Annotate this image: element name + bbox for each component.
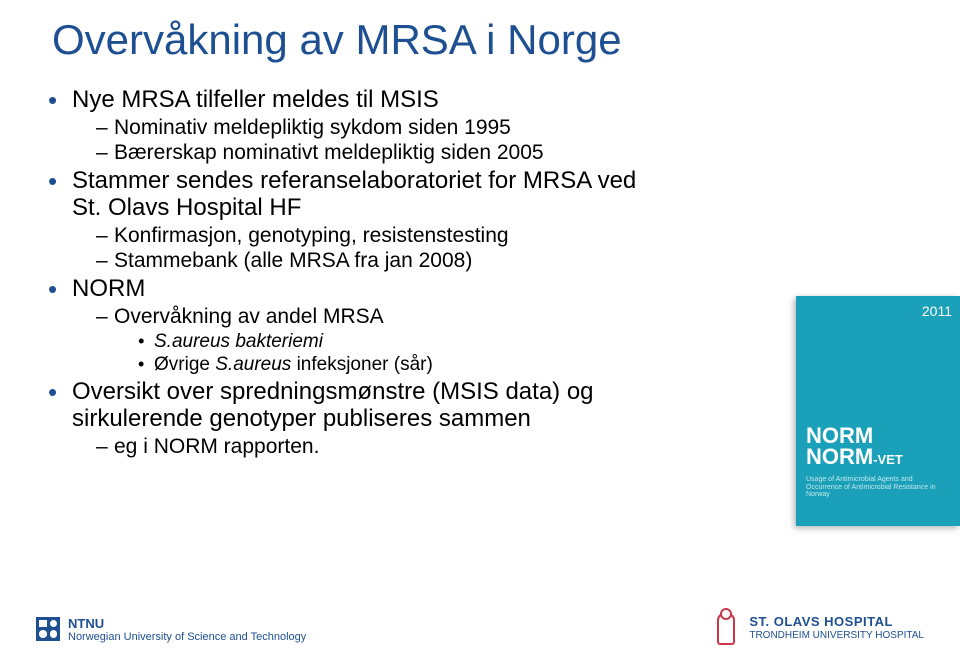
- norm-year: 2011: [922, 304, 952, 318]
- text-part: infeksjoner (sår): [291, 354, 433, 375]
- norm-vet: -VET: [873, 452, 903, 467]
- bullet-level2: Nominativ meldepliktig sykdom siden 1995: [96, 116, 648, 140]
- stolav-logo-text: ST. OLAVS HOSPITAL TRONDHEIM UNIVERSITY …: [749, 615, 924, 640]
- bullet-level2: eg i NORM rapporten.: [96, 435, 648, 459]
- bullet-level2: Bærerskap nominativt meldepliktig siden …: [96, 141, 648, 165]
- bullet-text: NORM: [72, 275, 145, 302]
- stolav-name: ST. OLAVS HOSPITAL: [749, 615, 924, 629]
- stolav-sub: TRONDHEIM UNIVERSITY HOSPITAL: [749, 630, 924, 641]
- norm-line2: NORM: [806, 444, 873, 469]
- bullet-text: Oversikt over spredningsmønstre (MSIS da…: [72, 378, 594, 433]
- norm-subtitle: Usage of Antimicrobial Agents and Occurr…: [806, 476, 946, 499]
- bullet-level2: Stammebank (alle MRSA fra jan 2008): [96, 249, 648, 273]
- text-italic: S.aureus: [215, 354, 291, 375]
- bullet-level2: Overvåkning av andel MRSA S.aureus bakte…: [96, 305, 648, 376]
- stolav-logo: ST. OLAVS HOSPITAL TRONDHEIM UNIVERSITY …: [709, 611, 924, 645]
- footer: NTNU Norwegian University of Science and…: [0, 599, 960, 659]
- bullet-level2: Konfirmasjon, genotyping, resistenstesti…: [96, 224, 648, 248]
- slide-body: Nye MRSA tilfeller meldes til MSIS Nomin…: [48, 86, 648, 461]
- ntnu-sub: Norwegian University of Science and Tech…: [68, 631, 306, 643]
- bullet-level1: Oversikt over spredningsmønstre (MSIS da…: [48, 378, 648, 459]
- bullet-level1: Nye MRSA tilfeller meldes til MSIS Nomin…: [48, 86, 648, 165]
- bullet-level3: Øvrige S.aureus infeksjoner (sår): [138, 354, 648, 376]
- bullet-level3: S.aureus bakteriemi: [138, 331, 648, 353]
- bullet-text: Stammer sendes referanselaboratoriet for…: [72, 167, 636, 222]
- ntnu-name: NTNU: [68, 617, 306, 631]
- ntnu-logo: NTNU Norwegian University of Science and…: [36, 617, 306, 643]
- bullet-level1: NORM Overvåkning av andel MRSA S.aureus …: [48, 275, 648, 375]
- norm-report-cover: 2011 NORM NORM-VET Usage of Antimicrobia…: [796, 296, 960, 526]
- bullet-level1: Stammer sendes referanselaboratoriet for…: [48, 167, 648, 273]
- ntnu-logo-icon: [36, 617, 60, 641]
- ntnu-logo-text: NTNU Norwegian University of Science and…: [68, 617, 306, 643]
- bullet-text: Nye MRSA tilfeller meldes til MSIS: [72, 86, 439, 113]
- text-part: Øvrige: [154, 354, 215, 375]
- bullet-text: Overvåkning av andel MRSA: [114, 305, 384, 328]
- stolav-logo-icon: [709, 611, 739, 645]
- norm-title: NORM NORM-VET: [806, 426, 903, 468]
- slide: Overvåkning av MRSA i Norge Nye MRSA til…: [0, 0, 960, 659]
- slide-title: Overvåkning av MRSA i Norge: [52, 16, 622, 64]
